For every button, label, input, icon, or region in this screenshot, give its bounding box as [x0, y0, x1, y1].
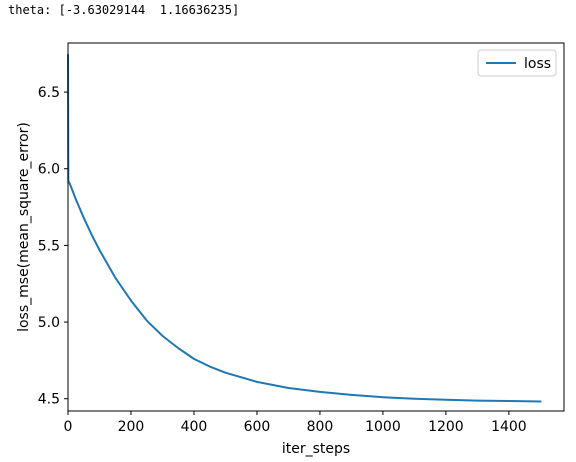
axes-border	[67, 42, 565, 412]
x-tick-label: 1400	[491, 419, 527, 435]
x-tick-label: 400	[181, 419, 208, 435]
x-tick-label: 0	[64, 419, 73, 435]
plot-area	[68, 43, 564, 411]
plot-background	[68, 43, 564, 411]
legend-box	[477, 49, 557, 77]
x-axis-label: iter_steps	[282, 441, 350, 457]
x-tick-label: 200	[118, 419, 145, 435]
legend-label-loss: loss	[524, 56, 551, 72]
series-layer	[66, 54, 542, 403]
series-line-loss	[66, 54, 542, 403]
y-tick-label: 6.5	[38, 85, 60, 101]
legend: loss	[477, 49, 557, 77]
console-output: theta: [-3.63029144 1.16636235]	[8, 3, 240, 17]
y-tick-label: 5.5	[38, 238, 60, 254]
axes-frame	[67, 42, 565, 412]
y-tick-label: 4.5	[38, 392, 60, 408]
y-axis: 4.5 5.0 5.5 6.0 6.5	[38, 85, 68, 408]
y-axis-label: loss_mse(mean_square_error)	[16, 122, 32, 332]
x-tick-label: 600	[244, 419, 271, 435]
x-axis: 0 200 400 600 800 1000 1200 1400	[64, 411, 527, 435]
x-tick-label: 1000	[365, 419, 401, 435]
y-tick-label: 6.0	[38, 162, 60, 178]
x-tick-label: 1200	[428, 419, 464, 435]
y-tick-label: 5.0	[38, 315, 60, 331]
x-tick-label: 800	[307, 419, 334, 435]
